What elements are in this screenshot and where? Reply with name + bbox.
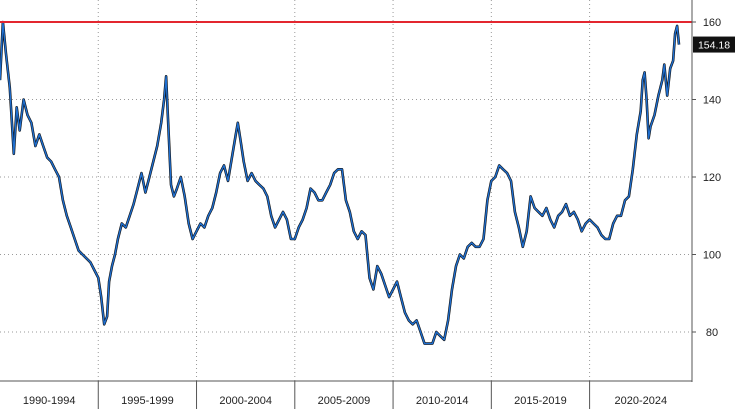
x-category-label: 2010-2014 <box>416 395 469 407</box>
y-tick-label: 160 <box>703 17 721 29</box>
series-layer <box>0 20 681 345</box>
x-category-label: 2005-2009 <box>318 395 371 407</box>
y-tick-label: 100 <box>703 250 721 262</box>
x-category-label: 1990-1994 <box>23 395 76 407</box>
x-category-label: 2020-2024 <box>614 395 667 407</box>
y-tick-label: 120 <box>703 172 721 184</box>
last-value-badge-box <box>693 36 735 53</box>
y-tick-label: 140 <box>703 95 721 107</box>
last-value-label: 154.18 <box>698 40 730 52</box>
x-axis: 1990-1994 1995-1999 2000-2004 2005-2009 2010… <box>23 381 667 409</box>
y-tick-label: 80 <box>706 327 718 339</box>
x-category-label: 2000-2004 <box>219 395 272 407</box>
x-category-label: 2015-2019 <box>514 395 567 407</box>
last-value-badge: 154.18 <box>693 36 735 53</box>
x-category-label: 1995-1999 <box>121 395 174 407</box>
series-line <box>0 21 680 345</box>
y-axis: 80 100 120 140 160 <box>692 17 721 339</box>
